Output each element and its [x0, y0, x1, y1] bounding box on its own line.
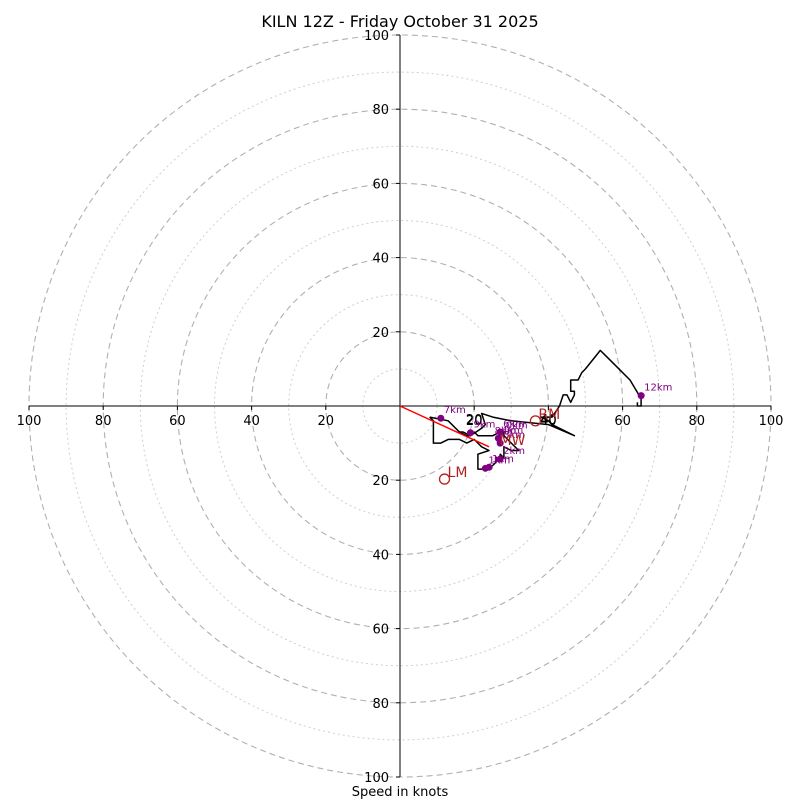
y-tick-label-down-20: 20 [372, 474, 389, 489]
height-label-5: 3km [503, 430, 525, 441]
height-marker-1 [437, 414, 445, 422]
x-tick-label-right-80: 80 [689, 414, 706, 429]
y-tick-label-up-40: 40 [372, 252, 389, 267]
x-tick-label-left-80: 80 [95, 414, 112, 429]
inner-label-20: 20 [466, 413, 483, 428]
y-tick-label-down-80: 80 [372, 697, 389, 712]
hodograph-traces [399, 349, 642, 470]
x-tick-label-right-60: 60 [614, 414, 631, 429]
x-tick-label-right-100: 100 [759, 414, 784, 429]
y-tick-label-up-20: 20 [372, 326, 389, 341]
height-marker-3 [496, 428, 504, 436]
storm-label-rm: RM [538, 407, 560, 423]
height-label-1: 7km [444, 405, 466, 416]
storm-marker-lm [438, 473, 451, 485]
height-label-0: 12km [644, 383, 672, 394]
height-label-2: 9km [473, 420, 495, 431]
storm-motion-vector [399, 405, 490, 448]
height-label-6: 2km [503, 446, 525, 457]
chart-title: KILN 12Z - Friday October 31 2025 [261, 12, 538, 31]
y-tick-label-down-100: 100 [364, 771, 389, 786]
x-tick-label-left-60: 60 [169, 414, 186, 429]
x-tick-label-right-20: 20 [466, 414, 483, 429]
y-tick-label-up-80: 80 [372, 103, 389, 118]
height-label-8: 1km [488, 455, 510, 466]
x-axis-label: Speed in knots [352, 785, 449, 800]
height-marker-6 [496, 455, 504, 463]
hodograph-trace-lower [429, 416, 520, 470]
storm-marker-rm [529, 415, 542, 427]
height-marker-8 [481, 464, 489, 472]
x-tick-label-left-40: 40 [243, 414, 260, 429]
y-tick-label-down-40: 40 [372, 548, 389, 563]
y-tick-label-up-60: 60 [372, 177, 389, 192]
height-label-7: 1km [492, 454, 514, 465]
height-marker-5 [496, 439, 504, 447]
x-tick-label-left-100: 100 [17, 414, 42, 429]
height-label-4: 4km [501, 425, 523, 436]
x-tick-label-left-20: 20 [318, 414, 335, 429]
y-tick-label-down-60: 60 [372, 623, 389, 638]
storm-label-lm: LM [448, 465, 468, 481]
storm-label-mw: MW [499, 433, 525, 449]
hodograph-trace-upper [429, 349, 642, 437]
inner-label-40: 40 [540, 413, 557, 428]
height-marker-0 [637, 392, 645, 400]
y-tick-label-up-100: 100 [364, 29, 389, 44]
height-extra-label-0: 0km [506, 420, 528, 431]
height-label-3: 6km [503, 419, 525, 430]
height-marker-2 [466, 429, 474, 437]
height-extra-label-1: 8km [495, 426, 517, 437]
